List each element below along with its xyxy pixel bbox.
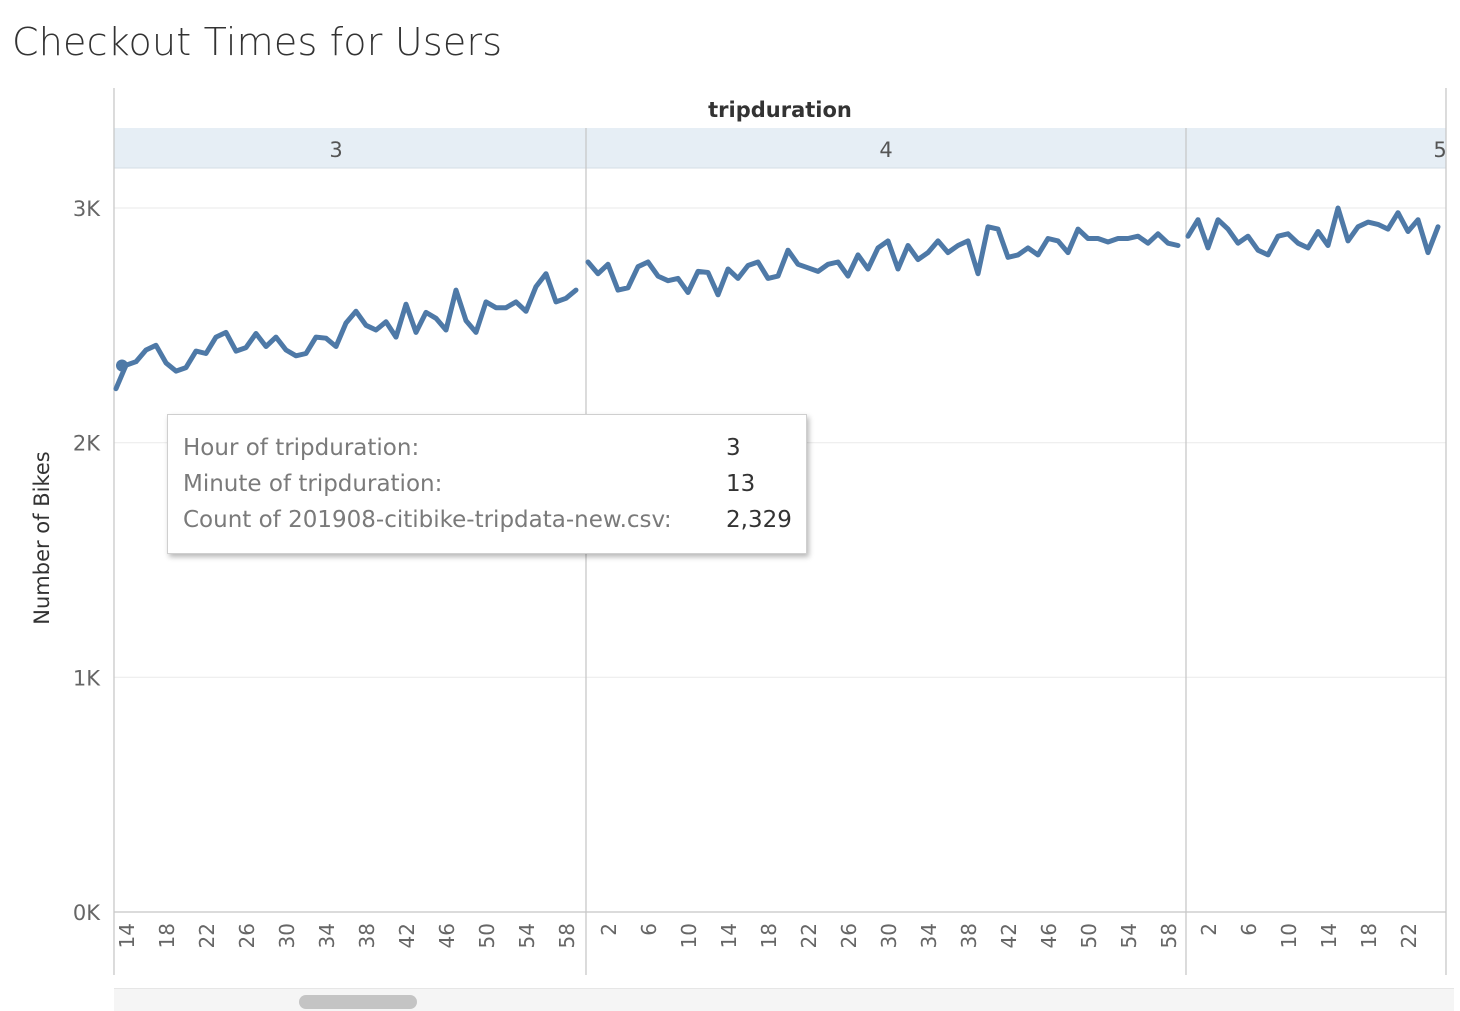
tooltip-row-hour: Hour of tripduration: 3 <box>183 435 741 461</box>
y-tick-label: 0K <box>73 901 101 925</box>
panel-label: 4 <box>879 138 892 162</box>
y-axis-ticks: 0K 1K 2K 3K <box>73 197 101 925</box>
x-tick-label: 2 <box>597 923 621 936</box>
tooltip-value: 2,329 <box>726 507 792 533</box>
panel-headers: tripduration 3 4 5 <box>114 98 1447 169</box>
x-tick-label: 38 <box>355 923 379 948</box>
horizontal-scrollbar-thumb[interactable] <box>299 995 417 1009</box>
x-tick-label: 34 <box>917 923 941 948</box>
x-tick-label: 30 <box>275 923 299 948</box>
panel-label: 5 <box>1433 138 1446 162</box>
series-line-panel-5 <box>1185 205 1441 258</box>
y-tick-label: 2K <box>73 432 101 456</box>
tooltip-row-minute: Minute of tripduration: 13 <box>183 471 755 497</box>
tooltip-label: Count of 201908-citibike-tripdata-new.cs… <box>183 507 672 533</box>
x-tick-label: 58 <box>555 923 579 948</box>
x-tick-label: 26 <box>837 923 861 948</box>
x-axis-ticks: 14 18 22 26 30 34 38 42 46 50 54 58 2 6 10 14 18 22 26 30 34… <box>115 923 1421 948</box>
panel-header-band <box>114 128 1446 168</box>
series-line-panel-4 <box>585 224 1181 298</box>
x-tick-label: 54 <box>1117 923 1141 948</box>
grid-lines <box>114 207 1446 913</box>
x-tick-label: 2 <box>1197 923 1221 936</box>
y-tick-label: 3K <box>73 197 101 221</box>
x-tick-label: 10 <box>1277 923 1301 948</box>
x-tick-label: 18 <box>1357 923 1381 948</box>
x-tick-label: 14 <box>115 923 139 948</box>
series-line-panel-3 <box>113 271 579 392</box>
x-tick-label: 18 <box>757 923 781 948</box>
x-tick-label: 54 <box>515 923 539 948</box>
tooltip-label: Hour of tripduration: <box>183 435 420 461</box>
panel-label: 3 <box>329 138 342 162</box>
x-tick-label: 10 <box>677 923 701 948</box>
x-tick-label: 6 <box>637 923 661 936</box>
x-tick-label: 38 <box>957 923 981 948</box>
y-axis-title: Number of Bikes <box>30 451 54 624</box>
x-tick-label: 46 <box>1037 923 1061 948</box>
y-tick-label: 1K <box>73 666 101 690</box>
x-tick-label: 50 <box>1077 923 1101 948</box>
x-tick-label: 22 <box>195 923 219 948</box>
tooltip: Hour of tripduration: 3 Minute of tripdu… <box>167 414 807 554</box>
x-tick-label: 50 <box>475 923 499 948</box>
x-tick-label: 6 <box>1237 923 1261 936</box>
x-tick-label: 30 <box>877 923 901 948</box>
x-tick-label: 22 <box>1397 923 1421 948</box>
x-tick-label: 14 <box>717 923 741 948</box>
x-tick-label: 46 <box>435 923 459 948</box>
x-tick-label: 34 <box>315 923 339 948</box>
series-lines <box>113 205 1441 392</box>
x-tick-label: 42 <box>395 923 419 948</box>
chart-title: Checkout Times for Users <box>12 20 503 64</box>
x-tick-label: 26 <box>235 923 259 948</box>
x-tick-label: 42 <box>997 923 1021 948</box>
highlight-point <box>116 359 128 372</box>
tooltip-value: 13 <box>726 471 756 497</box>
horizontal-scrollbar-track[interactable] <box>114 988 1454 1011</box>
tooltip-value: 3 <box>726 435 741 461</box>
column-header: tripduration <box>708 98 852 122</box>
tooltip-label: Minute of tripduration: <box>183 471 443 497</box>
x-tick-label: 14 <box>1317 923 1341 948</box>
x-tick-label: 22 <box>797 923 821 948</box>
tooltip-row-count: Count of 201908-citibike-tripdata-new.cs… <box>183 507 792 533</box>
x-tick-label: 18 <box>155 923 179 948</box>
x-tick-label: 58 <box>1157 923 1181 948</box>
